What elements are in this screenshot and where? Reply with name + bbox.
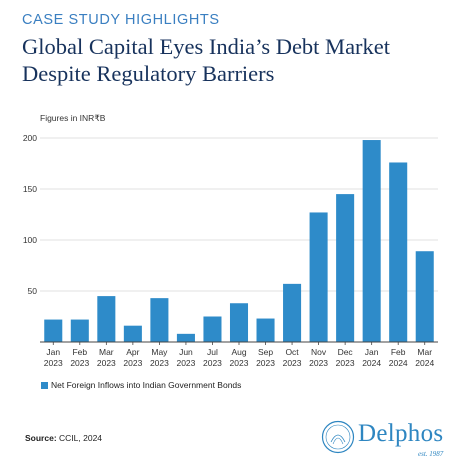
- bar: [283, 283, 302, 342]
- source-label: Source:: [25, 433, 57, 443]
- legend-swatch: [41, 381, 48, 389]
- x-tick-month: Mar: [99, 347, 114, 357]
- bar: [309, 212, 328, 342]
- x-tick-year: 2023: [283, 358, 302, 368]
- y-tick-label: 50: [28, 286, 38, 296]
- x-tick-month: Sep: [258, 347, 273, 357]
- x-tick-month: Jul: [207, 347, 218, 357]
- x-tick-month: Dec: [338, 347, 354, 357]
- bar: [176, 333, 195, 342]
- legend: Net Foreign Inflows into Indian Governme…: [41, 380, 241, 390]
- x-tick-year: 2023: [203, 358, 222, 368]
- bar: [336, 194, 355, 342]
- x-tick-month: Aug: [231, 347, 246, 357]
- x-tick-month: Jan: [365, 347, 379, 357]
- x-tick-year: 2023: [230, 358, 249, 368]
- x-tick-month: Jun: [179, 347, 193, 357]
- bar: [123, 325, 142, 342]
- x-tick-month: Apr: [126, 347, 139, 357]
- x-tick-month: Feb: [72, 347, 87, 357]
- x-tick-year: 2023: [123, 358, 142, 368]
- bar: [150, 298, 169, 342]
- x-tick-month: Mar: [417, 347, 432, 357]
- x-tick-year: 2023: [336, 358, 355, 368]
- x-tick-month: May: [151, 347, 168, 357]
- bar: [256, 318, 275, 342]
- x-tick-month: Nov: [311, 347, 327, 357]
- legend-label: Net Foreign Inflows into Indian Governme…: [51, 380, 242, 390]
- x-tick-year: 2024: [362, 358, 381, 368]
- bar: [389, 162, 408, 342]
- bar: [229, 303, 249, 342]
- delphos-logo-icon: [321, 420, 355, 454]
- logo-est: est. 1987: [418, 450, 444, 458]
- bar: [44, 319, 63, 342]
- bar: [70, 319, 89, 342]
- logo-wordmark: Delphos: [358, 420, 444, 447]
- x-tick-year: 2023: [256, 358, 275, 368]
- x-tick-year: 2023: [97, 358, 116, 368]
- x-tick-year: 2024: [389, 358, 408, 368]
- kicker-label: CASE STUDY HIGHLIGHTS: [22, 12, 220, 28]
- x-tick-month: Oct: [285, 347, 299, 357]
- x-tick-year: 2023: [309, 358, 328, 368]
- bars: [44, 140, 434, 342]
- source-text: CCIL, 2024: [59, 433, 103, 443]
- x-tick-year: 2023: [70, 358, 89, 368]
- x-axis-ticks: Jan2023Feb2023Mar2023Apr2023May2023Jun20…: [44, 342, 434, 368]
- x-tick-year: 2023: [44, 358, 63, 368]
- source-note: Source: CCIL, 2024: [25, 433, 102, 443]
- units-note: Figures in INR₹B: [40, 113, 106, 123]
- x-tick-year: 2024: [415, 358, 434, 368]
- y-tick-label: 150: [23, 184, 37, 194]
- bar: [97, 296, 116, 342]
- x-tick-year: 2023: [150, 358, 169, 368]
- x-tick-month: Jan: [46, 347, 60, 357]
- page-title: Global Capital Eyes India’s Debt Market …: [22, 34, 391, 86]
- bar: [203, 316, 222, 342]
- y-tick-label: 100: [23, 235, 37, 245]
- x-tick-year: 2023: [176, 358, 195, 368]
- bar: [362, 140, 381, 342]
- y-tick-label: 200: [23, 133, 37, 143]
- x-tick-month: Feb: [391, 347, 406, 357]
- bar: [415, 251, 434, 342]
- y-axis-ticks: 50 100 150 200: [23, 133, 37, 296]
